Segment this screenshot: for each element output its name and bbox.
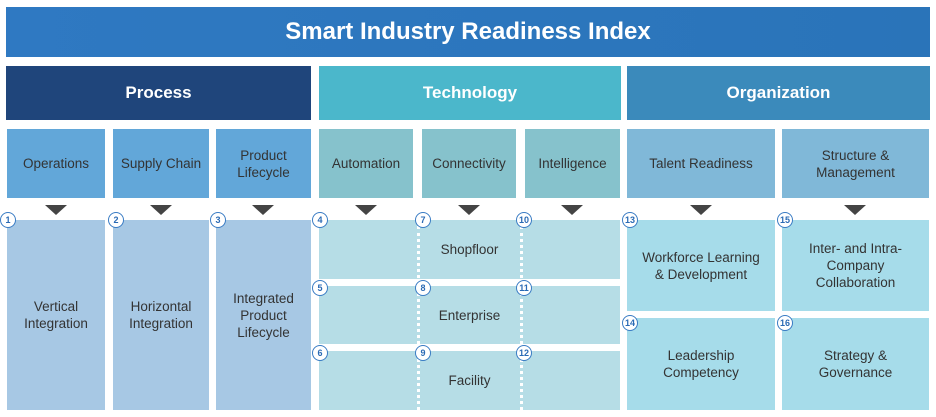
dimension-leadership-competency: Leadership Competency — [627, 318, 775, 410]
dimension-number: 16 — [777, 315, 793, 331]
block-product-lifecycle: Product Lifecycle — [216, 129, 311, 198]
dimension-number: 3 — [210, 212, 226, 228]
dimension-horizontal-integration: Horizontal Integration — [113, 220, 209, 410]
dimension-workforce-learning: Workforce Learning & Development — [627, 220, 775, 311]
dimension-number: 14 — [622, 315, 638, 331]
arrow-down-icon — [252, 205, 274, 215]
block-connectivity: Connectivity — [422, 129, 516, 198]
block-operations: Operations — [7, 129, 105, 198]
arrow-down-icon — [561, 205, 583, 215]
column-divider — [417, 226, 420, 410]
arrow-down-icon — [690, 205, 712, 215]
block-automation: Automation — [319, 129, 413, 198]
dimension-number: 9 — [415, 345, 431, 361]
dimension-number: 13 — [622, 212, 638, 228]
arrow-down-icon — [150, 205, 172, 215]
dimension-number: 5 — [312, 280, 328, 296]
block-structure-management: Structure & Management — [782, 129, 929, 198]
tech-row-facility: Facility — [319, 351, 620, 410]
block-talent-readiness: Talent Readiness — [627, 129, 775, 198]
arrow-down-icon — [844, 205, 866, 215]
dimension-collaboration: Inter- and Intra-Company Collaboration — [782, 220, 929, 311]
dimension-vertical-integration: Vertical Integration — [7, 220, 105, 410]
tech-row-shopfloor: Shopfloor — [319, 220, 620, 279]
dimension-number: 2 — [108, 212, 124, 228]
dimension-strategy-governance: Strategy & Governance — [782, 318, 929, 410]
dimension-number: 1 — [0, 212, 16, 228]
arrow-down-icon — [355, 205, 377, 215]
block-intelligence: Intelligence — [525, 129, 620, 198]
dimension-number: 7 — [415, 212, 431, 228]
dimension-integrated-product-lifecycle: Integrated Product Lifecycle — [216, 220, 311, 410]
page-title: Smart Industry Readiness Index — [6, 7, 930, 57]
dimension-number: 12 — [516, 345, 532, 361]
pillar-technology: Technology — [319, 66, 621, 120]
pillar-organization: Organization — [627, 66, 930, 120]
dimension-number: 11 — [516, 280, 532, 296]
block-supply-chain: Supply Chain — [113, 129, 209, 198]
dimension-number: 4 — [312, 212, 328, 228]
tech-row-enterprise: Enterprise — [319, 286, 620, 344]
arrow-down-icon — [45, 205, 67, 215]
dimension-number: 10 — [516, 212, 532, 228]
arrow-down-icon — [458, 205, 480, 215]
column-divider — [520, 226, 523, 410]
dimension-number: 8 — [415, 280, 431, 296]
pillar-process: Process — [6, 66, 311, 120]
dimension-number: 15 — [777, 212, 793, 228]
dimension-number: 6 — [312, 345, 328, 361]
